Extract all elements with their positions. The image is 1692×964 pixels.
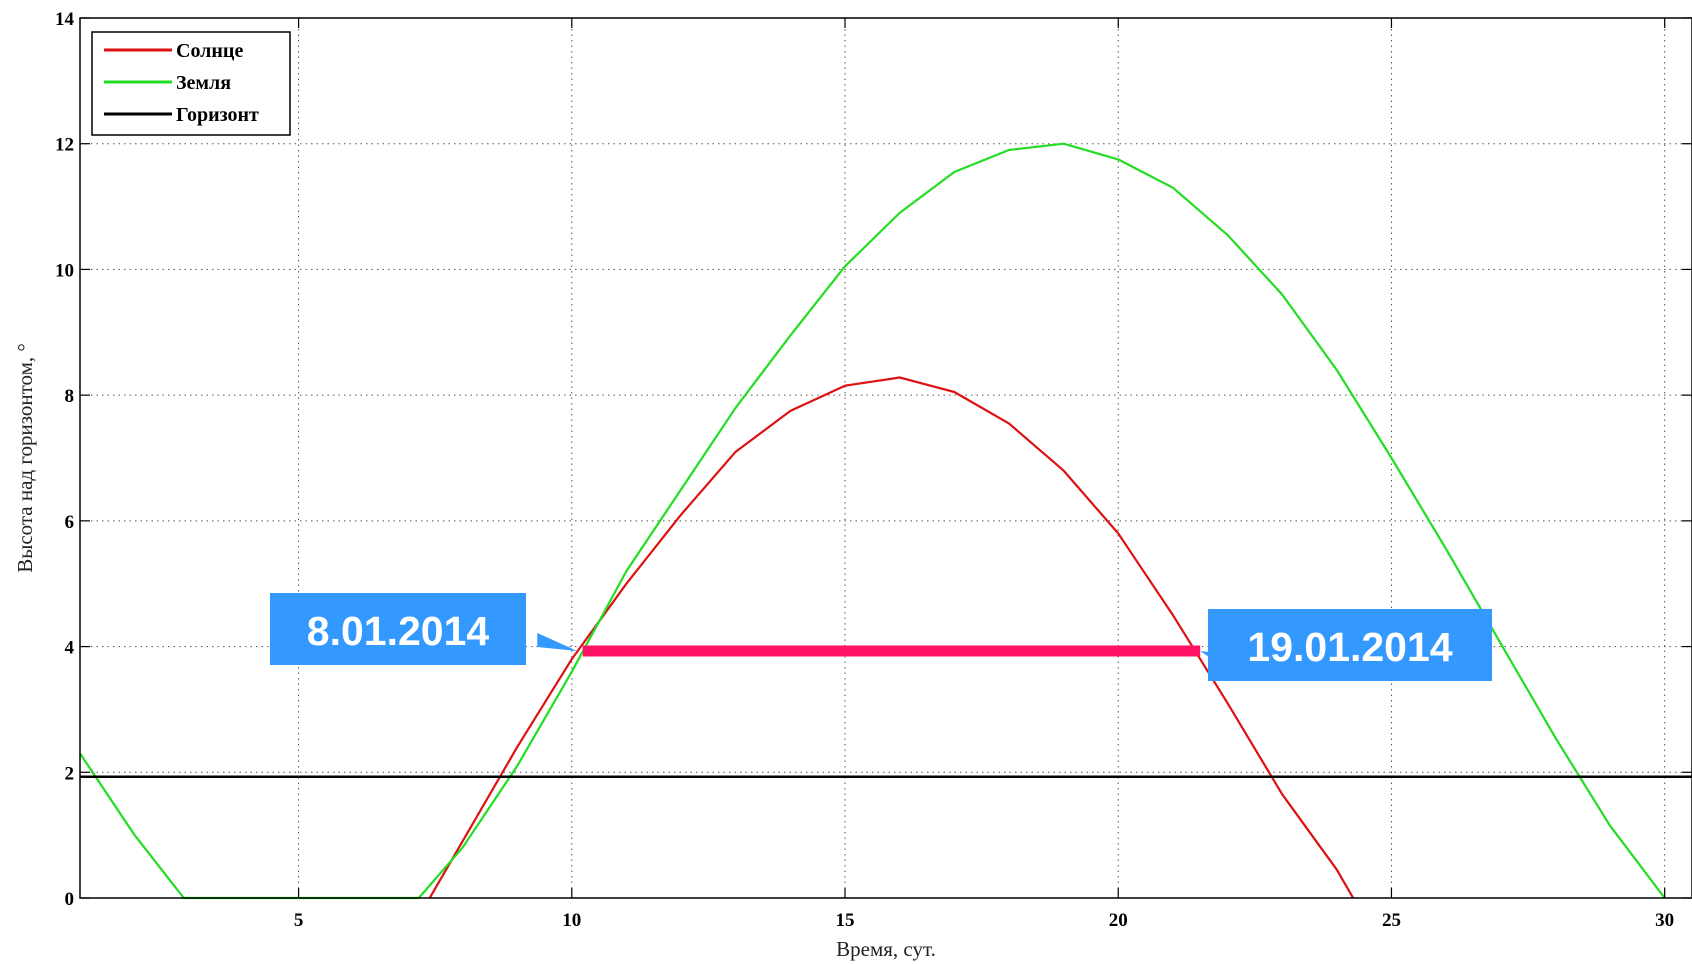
callout-pointer (537, 632, 578, 651)
legend: Солнце Земля Горизонт (91, 31, 291, 136)
y-tick-label: 0 (65, 889, 75, 910)
x-tick-label: 25 (1382, 910, 1401, 931)
x-tick-label: 15 (836, 910, 855, 931)
legend-entry: Солнце (176, 40, 243, 62)
callout-box (270, 593, 526, 665)
series-line-1 (428, 376, 1355, 899)
y-tick-label: 8 (65, 386, 75, 407)
legend-entry: Земля (176, 72, 231, 94)
callout-label: 19.01.2014 (1247, 624, 1452, 670)
x-axis-label: Время, сут. (836, 937, 936, 961)
x-tick-label: 5 (294, 910, 304, 931)
series-line-2 (79, 142, 1666, 900)
y-tick-label: 2 (65, 763, 75, 784)
y-tick-label: 6 (65, 512, 75, 533)
x-tick-label: 20 (1109, 910, 1128, 931)
y-tick-label: 12 (55, 135, 74, 156)
y-tick-label: 4 (65, 638, 75, 659)
legend-entry: Горизонт (176, 104, 259, 126)
callout-box (1208, 609, 1492, 681)
y-axis-label: Высота над горизонтом, ° (13, 343, 37, 573)
y-tick-label: 14 (55, 9, 75, 30)
x-tick-label: 30 (1655, 910, 1674, 931)
y-tick-label: 10 (55, 260, 74, 281)
x-tick-label: 10 (562, 910, 581, 931)
annotation-layer: 8.01.2014 19.01.2014 (270, 593, 1492, 681)
series-layer (79, 142, 1692, 900)
plot-frame (79, 17, 1692, 899)
callout-label: 8.01.2014 (307, 608, 490, 654)
axis-ticks: 5 10 15 20 25 30 0 2 4 6 8 10 12 14 (55, 9, 1692, 931)
